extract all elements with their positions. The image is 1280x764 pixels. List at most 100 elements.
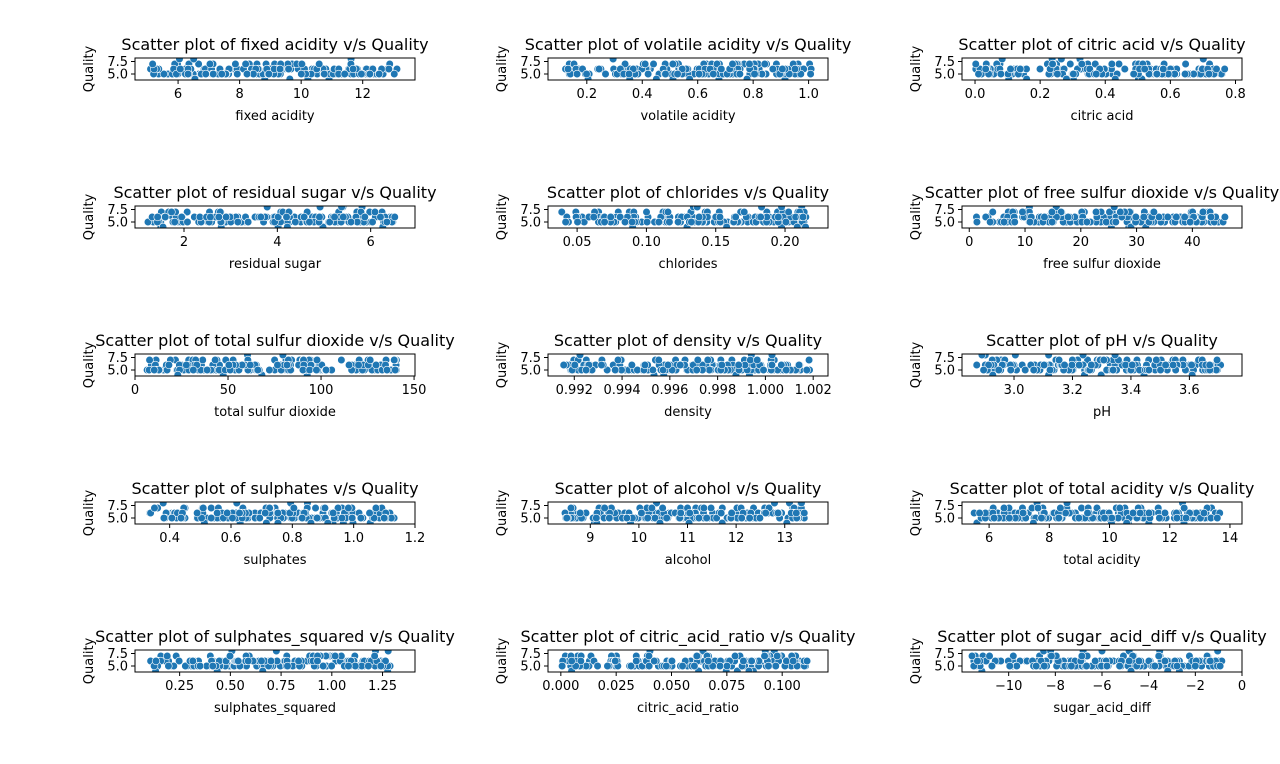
axes-frame (547, 57, 829, 81)
scatter-point (1056, 207, 1066, 217)
scatter-point (693, 206, 702, 212)
scatter-point (1110, 206, 1119, 212)
scatter-point (176, 513, 186, 523)
scatter-point (340, 69, 349, 79)
scatter-point (662, 661, 671, 671)
scatter-point (1136, 508, 1145, 518)
scatter-point (1039, 650, 1048, 656)
subplot-title: Scatter plot of residual sugar v/s Quali… (113, 183, 436, 202)
scatter-point (391, 365, 400, 375)
scatter-point (971, 59, 980, 69)
scatter-point (794, 360, 804, 370)
scatter-point (306, 518, 316, 524)
scatter-point (801, 222, 810, 228)
scatter-point (792, 508, 801, 518)
scatter-point (1091, 656, 1100, 666)
scatter-point (1128, 360, 1137, 370)
subplot-13: Scatter plot of sulphates_squared v/s Qu… (82, 627, 455, 716)
x-tick-label: 1.2 (405, 531, 426, 546)
scatter-point (351, 661, 360, 671)
points-group (143, 354, 401, 376)
y-axis-label: Quality (495, 45, 510, 92)
scatter-point (620, 217, 630, 227)
scatter-point (773, 508, 783, 518)
scatter-point (297, 59, 306, 69)
scatter-point (782, 518, 791, 524)
scatter-point (684, 518, 694, 524)
axes-frame (134, 649, 416, 673)
x-tick-label: 3.2 (1062, 383, 1083, 398)
scatter-point (208, 661, 217, 671)
x-tick-label: 1.0 (343, 531, 364, 546)
scatter-point (188, 656, 197, 666)
scatter-point (1018, 508, 1028, 518)
scatter-point (1172, 212, 1181, 222)
x-tick-label: 0.2 (576, 87, 597, 102)
scatter-point (189, 365, 198, 375)
y-tick-label: 7.5 (520, 55, 541, 70)
x-axis-label: volatile acidity (640, 109, 735, 124)
scatter-point (1097, 650, 1107, 656)
scatter-point (233, 217, 242, 227)
scatter-point (1140, 64, 1149, 74)
points-group (967, 650, 1226, 672)
scatter-point (778, 64, 787, 74)
scatter-point (644, 69, 653, 79)
scatter-point (1181, 513, 1191, 523)
scatter-point (319, 661, 328, 671)
scatter-point (566, 503, 576, 513)
scatter-point (1029, 518, 1038, 524)
y-tick-label: 7.5 (107, 55, 128, 70)
scatter-point (1037, 513, 1046, 523)
scatter-point (344, 503, 353, 513)
x-tick-label: 0.6 (1160, 87, 1181, 102)
scatter-point (694, 513, 704, 523)
scatter-point (1199, 58, 1208, 64)
scatter-point (717, 508, 726, 518)
scatter-point (1039, 360, 1049, 370)
scatter-point (1150, 661, 1159, 671)
scatter-point (1082, 217, 1092, 227)
x-tick-label: 10 (1101, 531, 1118, 546)
points-group (145, 502, 399, 524)
x-axis-label: citric_acid_ratio (637, 701, 739, 716)
scatter-point (632, 656, 641, 666)
scatter-point (562, 513, 571, 523)
scatter-point (563, 64, 573, 74)
scatter-point (1102, 661, 1112, 671)
scatter-point (1092, 207, 1101, 217)
x-axis-label: sugar_acid_diff (1053, 701, 1151, 716)
x-tick-label: 6 (985, 531, 993, 546)
scatter-point (1010, 217, 1019, 227)
scatter-point (782, 365, 791, 375)
scatter-point (1168, 360, 1178, 370)
scatter-point (624, 69, 634, 79)
scatter-point (1180, 212, 1189, 222)
x-tick-label: 9 (586, 531, 594, 546)
scatter-point (261, 508, 270, 518)
scatter-point (368, 217, 377, 227)
y-tick-label: 5.0 (934, 68, 955, 83)
scatter-point (305, 217, 314, 227)
scatter-point (739, 656, 748, 666)
y-tick-label: 5.0 (107, 68, 128, 83)
x-tick-label: 0.8 (1225, 87, 1246, 102)
scatter-point (722, 222, 731, 228)
scatter-point (337, 355, 346, 365)
scatter-point (1131, 212, 1140, 222)
scatter-point (211, 355, 220, 365)
scatter-point (643, 513, 652, 523)
scatter-point (663, 360, 673, 370)
scatter-point (164, 360, 173, 370)
scatter-point (1012, 661, 1021, 671)
scatter-point (382, 365, 392, 375)
scatter-point (647, 503, 656, 513)
scatter-point (231, 59, 240, 69)
scatter-point (1083, 508, 1092, 518)
scatter-point (234, 656, 243, 666)
scatter-point (994, 365, 1003, 375)
scatter-point (722, 661, 732, 671)
scatter-point (1077, 651, 1086, 661)
scatter-point (692, 365, 701, 375)
scatter-point (1134, 656, 1144, 666)
